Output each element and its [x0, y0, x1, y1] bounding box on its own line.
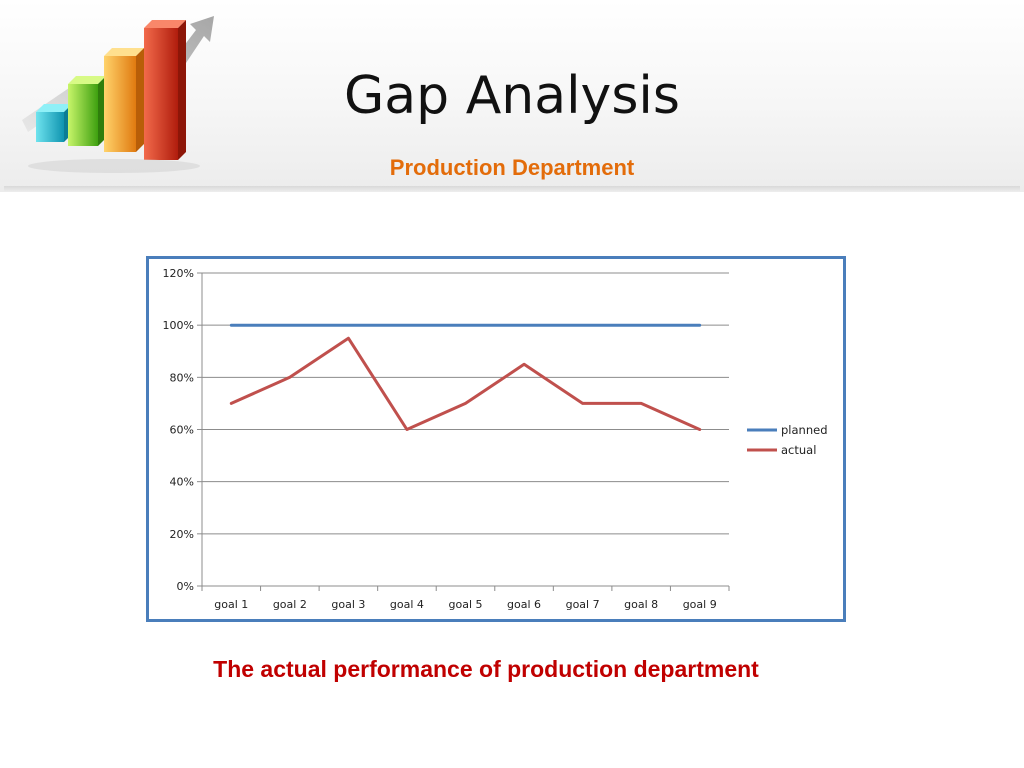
y-tick-label: 60%: [170, 424, 194, 437]
legend-label-planned: planned: [781, 423, 828, 437]
header-divider: [4, 186, 1020, 192]
x-tick-label: goal 6: [507, 598, 541, 611]
x-tick-label: goal 2: [273, 598, 307, 611]
line-chart: 0% 20% 40% 60% 80% 100% 120% goal 1 goal 2 goal 3…: [163, 267, 828, 611]
page-title: Gap Analysis: [344, 66, 680, 126]
x-tick-label: goal 3: [331, 598, 365, 611]
x-tick-label: goal 5: [448, 598, 482, 611]
chart-caption: The actual performance of production dep…: [213, 656, 759, 682]
x-tick-label: goal 7: [566, 598, 600, 611]
bar-chart-growth-icon: [22, 16, 214, 173]
page-subtitle: Production Department: [389, 155, 635, 180]
x-tick-label: goal 1: [214, 598, 248, 611]
x-tick-label: goal 8: [624, 598, 658, 611]
y-tick-label: 0%: [177, 580, 194, 593]
x-tick-label: goal 4: [390, 598, 424, 611]
series-line-actual: [229, 336, 702, 431]
y-tick-label: 100%: [163, 319, 194, 332]
y-tick-label: 80%: [170, 371, 194, 384]
y-tick-label: 120%: [163, 267, 194, 280]
legend-label-actual: actual: [781, 443, 816, 457]
y-tick-label: 40%: [170, 476, 194, 489]
y-tick-label: 20%: [170, 528, 194, 541]
x-tick-label: goal 9: [683, 598, 717, 611]
chart-frame: 0% 20% 40% 60% 80% 100% 120% goal 1 goal 2 goal 3…: [146, 256, 846, 622]
